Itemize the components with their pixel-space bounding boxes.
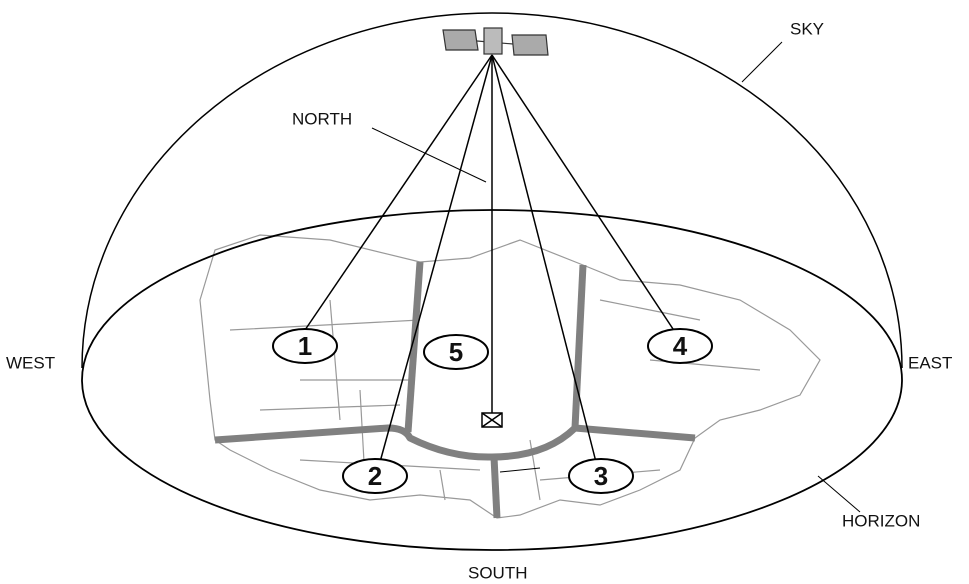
pointer [499, 467, 541, 473]
markers [272, 328, 713, 494]
marker-label: 5 [449, 337, 463, 367]
north-label: NORTH [292, 109, 352, 128]
marker-label: 1 [298, 331, 312, 361]
satellite [442, 27, 549, 56]
sky-dome [81, 12, 903, 369]
marker-label: 4 [673, 331, 688, 361]
east-label: EAST [908, 353, 952, 372]
horizon-label: HORIZON [842, 511, 920, 530]
zone-boundaries [214, 261, 696, 519]
leaders [371, 41, 861, 513]
receiver [481, 412, 503, 428]
marker-label: 3 [594, 461, 608, 491]
signal-lines [304, 54, 676, 463]
west-label: WEST [6, 353, 55, 372]
sky-label: SKY [790, 19, 824, 38]
south-label: SOUTH [468, 563, 528, 582]
marker-label: 2 [368, 461, 382, 491]
map [199, 234, 821, 519]
